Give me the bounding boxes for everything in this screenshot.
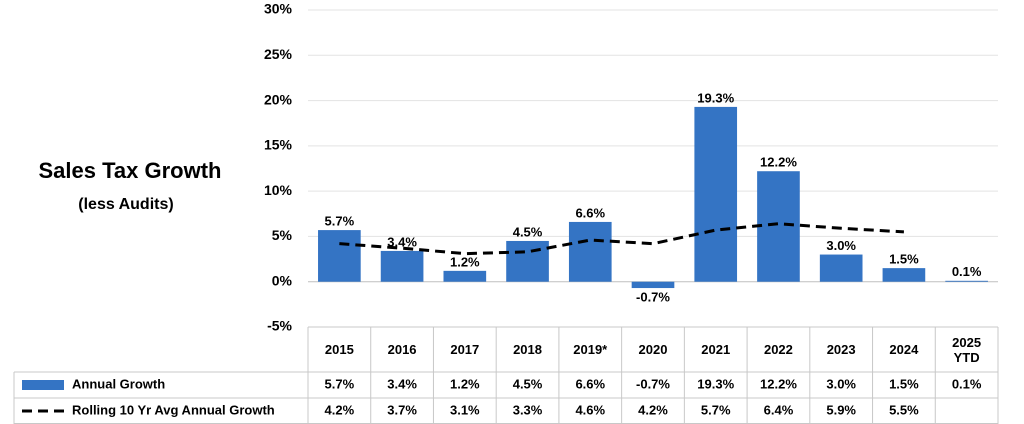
bar (506, 240, 549, 282)
table-value: 3.1% (450, 402, 480, 417)
data-label: 6.6% (575, 205, 605, 220)
x-tick-label: 2016 (387, 342, 417, 357)
table-value: 5.7% (325, 376, 355, 391)
data-label: 3.0% (826, 238, 856, 253)
y-tick-label: 10% (264, 182, 293, 198)
x-tick-label: 2017 (450, 342, 480, 357)
x-tick-label-box: 2022 (763, 342, 793, 357)
x-tick-label-box: 2015 (324, 342, 354, 357)
chart-subtitle: (less Audits) (78, 196, 173, 213)
table-value: 6.6% (575, 376, 605, 391)
x-tick-label-box: 2023 (826, 342, 856, 357)
y-tick-label: 15% (264, 137, 293, 153)
table-value: 12.2% (760, 376, 797, 391)
data-label: 4.5% (513, 224, 543, 239)
table-value: 4.2% (325, 402, 355, 417)
x-tick-label-box: 2019* (573, 342, 608, 357)
data-label: -0.7% (636, 289, 670, 304)
y-tick-label: -5% (267, 318, 292, 334)
table-value: 3.7% (387, 402, 417, 417)
legend-swatch (22, 380, 64, 390)
bar (945, 280, 988, 282)
data-label: 3.4% (387, 234, 417, 249)
x-tick-label: 2021 (701, 342, 731, 357)
bar (443, 270, 487, 282)
table-value: 4.6% (575, 402, 605, 417)
x-tick-label: 2025 YTD (952, 334, 982, 365)
x-tick-label: 2015 (324, 342, 354, 357)
table-value: 3.0% (826, 376, 856, 391)
data-label: 5.7% (325, 214, 355, 229)
bar (882, 268, 926, 282)
bar (380, 250, 424, 282)
bar (631, 281, 675, 289)
y-tick-label: 0% (272, 272, 293, 288)
data-label: 19.3% (697, 90, 734, 105)
data-label: 1.5% (889, 252, 919, 267)
table-value: 3.3% (513, 402, 543, 417)
data-label: 0.1% (952, 264, 982, 279)
bar (568, 221, 612, 282)
x-tick-label-box: 2025 YTD (952, 334, 982, 365)
legend-label: Annual Growth (72, 376, 165, 391)
table-value: 6.4% (764, 402, 794, 417)
x-tick-label: 2019* (573, 342, 608, 357)
y-tick-label: 30% (264, 1, 293, 17)
table-value: -0.7% (636, 376, 670, 391)
bar (318, 230, 361, 282)
data-label: 1.2% (450, 254, 480, 269)
x-tick-label: 2023 (826, 342, 856, 357)
table-value: 5.7% (701, 402, 731, 417)
bar (819, 254, 863, 282)
chart-title: Sales Tax Growth (39, 158, 222, 183)
y-tick-label: 5% (272, 227, 293, 243)
bar (694, 106, 738, 282)
line (339, 222, 904, 256)
x-tick-label-box: 2024 (889, 342, 919, 357)
x-tick-label: 2022 (763, 342, 793, 357)
table-value: 19.3% (697, 376, 734, 391)
x-tick-label-box: 2017 (450, 342, 480, 357)
x-tick-label: 2018 (513, 342, 542, 357)
x-tick-label-box: 2018 (513, 342, 542, 357)
table-value: 4.5% (513, 376, 543, 391)
table-value: 5.9% (826, 402, 856, 417)
table-value: 5.5% (889, 402, 919, 417)
table-value: 3.4% (387, 376, 417, 391)
legend-label: Rolling 10 Yr Avg Annual Growth (72, 402, 275, 417)
x-tick-label-box: 2020 (638, 342, 668, 357)
table-value: 1.2% (450, 376, 480, 391)
table-value: 4.2% (638, 402, 668, 417)
bar (757, 171, 800, 282)
x-tick-label-box: 2021 (701, 342, 731, 357)
y-tick-label: 25% (264, 46, 293, 62)
x-tick-label-box: 2016 (387, 342, 417, 357)
table-value: 0.1% (952, 376, 982, 391)
data-label: 12.2% (760, 155, 797, 170)
table-value: 1.5% (889, 376, 919, 391)
x-tick-label: 2024 (889, 342, 919, 357)
x-tick-label: 2020 (638, 342, 668, 357)
y-tick-label: 20% (264, 91, 293, 107)
